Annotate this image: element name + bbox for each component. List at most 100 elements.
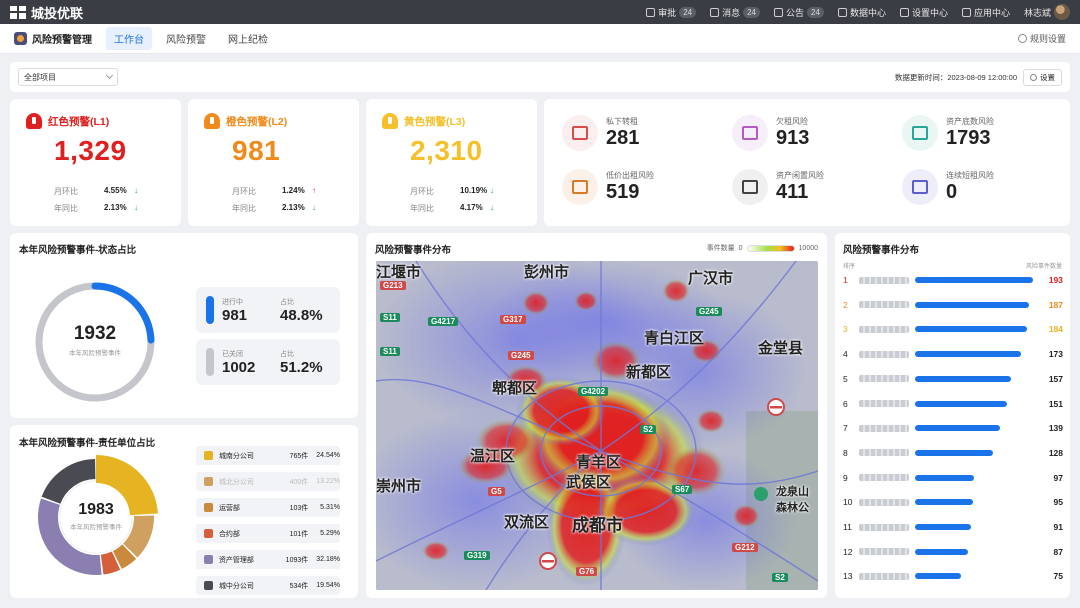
rank-row[interactable]: 4 173 xyxy=(843,348,1063,360)
alert-value: 1,329 xyxy=(54,135,127,166)
road-shield: G245 xyxy=(696,307,722,316)
risk-item-2[interactable]: 资产底数风险 1793 xyxy=(902,115,994,151)
map-place-label: 龙泉山森林公 xyxy=(776,486,809,514)
risk-text: 资产底数风险 1793 xyxy=(946,116,994,150)
top-nav-label: 消息 xyxy=(722,7,741,18)
risk-item-5[interactable]: 连续短租风险 0 xyxy=(902,169,994,205)
tab-2[interactable]: 网上纪检 xyxy=(228,35,268,46)
top-nav-announce[interactable]: 公告 24 xyxy=(774,6,824,19)
rank-value: 97 xyxy=(1053,472,1063,483)
top-nav-approval[interactable]: 审批 24 xyxy=(646,6,697,19)
rank-bar-track xyxy=(915,548,1037,555)
unit-legend-row[interactable]: 城北分公司 400件 13.22% xyxy=(196,472,340,491)
rank-value: 151 xyxy=(1048,398,1063,409)
map-legend-label: 事件数量 xyxy=(706,245,735,252)
rank-row[interactable]: 5 157 xyxy=(843,373,1063,385)
rank-name-redacted xyxy=(859,548,909,556)
unit-legend-row[interactable]: 合约部 101件 5.29% xyxy=(196,524,340,543)
tab-0[interactable]: 工作台 xyxy=(106,27,152,50)
unit-legend-row[interactable]: 运营部 103件 5.31% xyxy=(196,498,340,517)
rank-value: 91 xyxy=(1053,522,1063,532)
arrow-down-icon: ↓ xyxy=(134,186,138,195)
rank-row[interactable]: 2 187 xyxy=(843,299,1063,311)
units-total: 1983 xyxy=(78,501,114,518)
rules-settings-button[interactable]: 规则设置 xyxy=(1017,32,1066,45)
top-nav-settings[interactable]: 设置中心 xyxy=(899,6,948,19)
alert-card-3: 黄色预警(L3) 2,310 月环比 10.19% ↓ 年同比 4.17% ↓ xyxy=(366,99,537,226)
status-box-1[interactable]: 已关闭 1002 占比 51.2% xyxy=(196,339,340,385)
shield-icon xyxy=(14,32,27,45)
rank-row[interactable]: 7 139 xyxy=(843,422,1063,434)
brand-logo-icon xyxy=(10,5,26,19)
building-shape xyxy=(742,126,758,140)
system-label: 风险预警管理 xyxy=(32,35,92,46)
top-nav-label: 数据中心 xyxy=(849,7,886,18)
heatmap-map[interactable]: 彭州市 广汉市 青白江区 金堂县 新都区 郫都区 温江区 青羊区 武侯区 双流区 成都市 崇州市 龙泉山… xyxy=(376,261,818,590)
top-nav-message[interactable]: 消息 24 xyxy=(710,6,761,19)
project-select[interactable]: 全部项目 xyxy=(18,68,118,86)
unit-name: 城北分公司 xyxy=(218,478,254,486)
rank-row[interactable]: 11 91 xyxy=(843,521,1063,533)
unit-pct: 13.22% xyxy=(316,478,340,485)
rank-row[interactable]: 9 97 xyxy=(843,472,1063,484)
unit-name: 运营部 xyxy=(218,504,240,512)
risk-text: 私下转租 281 xyxy=(606,116,639,150)
status-color-bar xyxy=(206,348,214,376)
status-count: 已关闭 1002 xyxy=(222,349,280,376)
rank-name-redacted xyxy=(859,474,909,482)
rank-row[interactable]: 6 151 xyxy=(843,398,1063,410)
status-pct: 占比 48.8% xyxy=(280,297,323,324)
risk-item-0[interactable]: 私下转租 281 xyxy=(562,115,639,151)
rank-name-redacted xyxy=(859,375,909,383)
risk-item-4[interactable]: 资产闲置风险 411 xyxy=(732,169,824,205)
risk-value: 519 xyxy=(606,181,640,203)
system-name: 风险预警管理 xyxy=(14,31,92,46)
user-menu[interactable]: 林志斌 xyxy=(1024,4,1070,20)
rank-row[interactable]: 1 193 xyxy=(843,274,1063,286)
tab-1[interactable]: 风险预警 xyxy=(166,35,206,46)
unit-legend-row[interactable]: 城中分公司 534件 19.54% xyxy=(196,576,340,595)
status-label: 已关闭 xyxy=(222,350,243,358)
risk-item-3[interactable]: 低价出租风险 519 xyxy=(562,169,654,205)
alert-title: 橙色预警(L2) xyxy=(204,113,287,129)
data-center-icon xyxy=(837,7,847,17)
announce-icon xyxy=(774,7,784,17)
top-nav-data-center[interactable]: 数据中心 xyxy=(837,6,886,19)
status-value: 1002 xyxy=(222,358,256,376)
unit-legend-row[interactable]: 资产管理部 1093件 32.18% xyxy=(196,550,340,569)
alarm-light-icon xyxy=(382,113,398,129)
status-label: 进行中 xyxy=(222,298,243,306)
metric-value: 2.13% xyxy=(104,203,127,212)
settings-button[interactable]: 设置 xyxy=(1023,68,1062,86)
rank-row[interactable]: 10 95 xyxy=(843,496,1063,508)
risk-value: 411 xyxy=(776,181,809,203)
status-card: 本年风险预警事件-状态占比 1932 本年风险预警事件 进行中 981 占比 48.8… xyxy=(10,233,358,418)
road-shield: S2 xyxy=(772,573,788,582)
unit-legend-row[interactable]: 城南分公司 765件 24.54% xyxy=(196,446,340,465)
road-shield: G4217 xyxy=(428,317,459,326)
top-nav-apps[interactable]: 应用中心 xyxy=(961,6,1010,19)
alert-value: 981 xyxy=(232,135,281,166)
unit-pct: 5.31% xyxy=(320,504,340,511)
unit-pct: 5.29% xyxy=(320,530,340,537)
status-box-0[interactable]: 进行中 981 占比 48.8% xyxy=(196,287,340,333)
rank-number: 4 xyxy=(843,349,848,360)
gear-icon xyxy=(1030,73,1037,81)
alert-card-1: 红色预警(L1) 1,329 月环比 4.55% ↓ 年同比 2.13% ↓ xyxy=(10,99,181,226)
rank-row[interactable]: 3 184 xyxy=(843,323,1063,335)
rank-name-redacted xyxy=(859,350,909,358)
rank-bar-track xyxy=(915,474,1037,481)
rank-bar xyxy=(915,400,1008,407)
rank-row[interactable]: 8 128 xyxy=(843,447,1063,459)
status-value: 981 xyxy=(222,306,248,324)
map-place-label: 彭州市 xyxy=(524,264,570,281)
ranking-title: 风险预警事件分布 xyxy=(843,245,920,256)
rank-row[interactable]: 13 75 xyxy=(843,570,1063,582)
building-icon xyxy=(562,169,598,205)
risk-item-1[interactable]: 欠租风险 913 xyxy=(732,115,809,151)
rank-row[interactable]: 12 87 xyxy=(843,546,1063,558)
arrow-down-icon: ↓ xyxy=(134,203,138,212)
rules-label: 规则设置 xyxy=(1029,34,1066,44)
metric-label: 年同比 xyxy=(232,204,256,213)
brand[interactable]: 城投优联 xyxy=(10,3,83,22)
